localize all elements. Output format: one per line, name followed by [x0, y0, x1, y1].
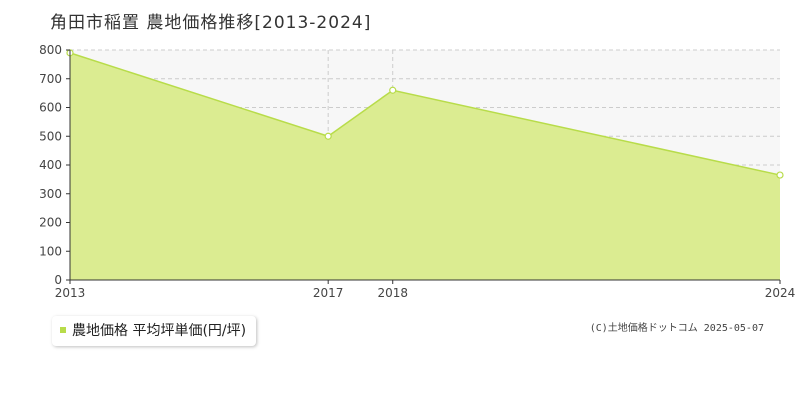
y-tick-label-100: 100: [39, 244, 62, 258]
y-tick-label-800: 800: [39, 43, 62, 57]
x-axis-ticks: 2013 2017 2018 2024: [55, 280, 796, 300]
series-area: [70, 52, 780, 280]
y-tick-label-0: 0: [54, 273, 62, 287]
y-tick-label-400: 400: [39, 158, 62, 172]
x-tick-label-2018: 2018: [377, 286, 408, 300]
y-tick-label-200: 200: [39, 216, 62, 230]
x-tick-label-2017: 2017: [313, 286, 344, 300]
legend: 農地価格 平均坪単価(円/坪): [52, 316, 257, 346]
y-tick-label-300: 300: [39, 187, 62, 201]
x-tick-label-2013: 2013: [55, 286, 86, 300]
y-tick-label-700: 700: [39, 72, 62, 86]
data-point-2018: [389, 86, 397, 94]
copyright-text: (C)土地価格ドットコム 2025-05-07: [589, 323, 764, 334]
x-tick-label-2024: 2024: [765, 286, 796, 300]
y-tick-label-500: 500: [39, 129, 62, 143]
series-line: [69, 52, 781, 176]
legend-label: 農地価格 平均坪単価(円/坪): [72, 323, 247, 339]
data-point-2024: [776, 171, 784, 179]
y-axis-ticks: 0 100 200 300 400 500 600 700 800: [39, 43, 70, 287]
legend-swatch: [60, 327, 66, 333]
y-tick-label-600: 600: [39, 101, 62, 115]
data-point-2017: [324, 132, 332, 140]
chart-title: 角田市稲置 農地価格推移[2013-2024]: [50, 13, 372, 33]
